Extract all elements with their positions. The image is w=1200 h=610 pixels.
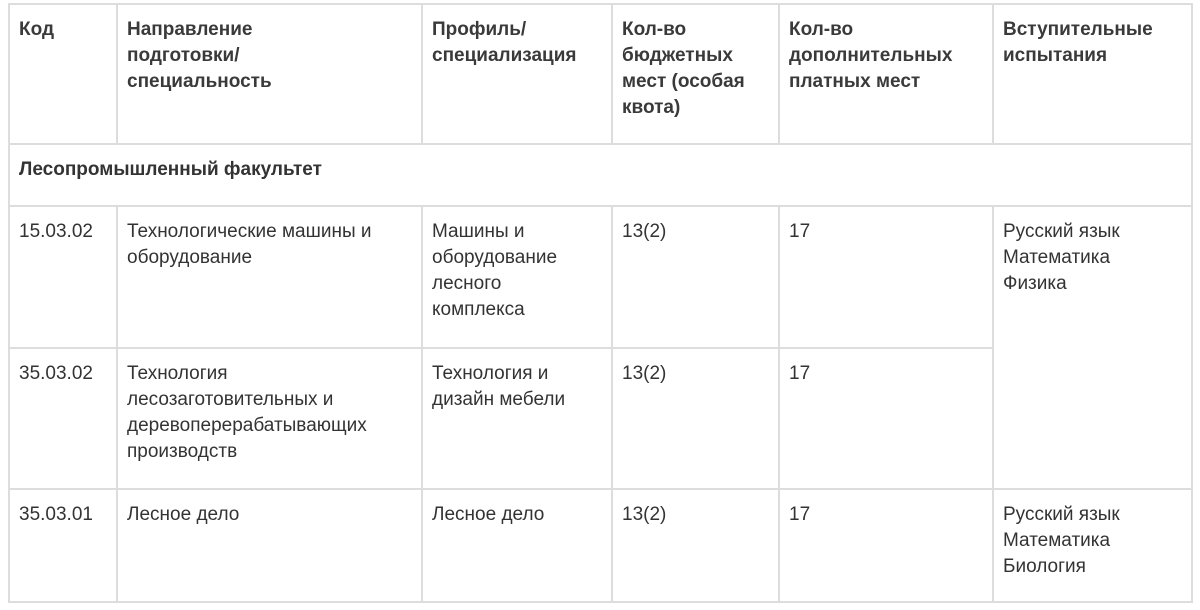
table-row: 15.03.02 Технологические машины и оборуд… (8, 205, 1193, 490)
entrance-exams: Русский язык Математика Физика (992, 205, 1193, 490)
entrance-exams: Русский язык Математика Биология (992, 488, 1193, 603)
profile: Машины и оборудование лесного комплекса (421, 205, 613, 349)
exam: Математика (1003, 530, 1111, 551)
exam: Русский язык (1003, 504, 1120, 525)
header-direction: Направление подготовки/ специальность (116, 3, 423, 145)
budget-places: 13(2) (611, 205, 780, 349)
faculty-row: Лесопромышленный факультет (8, 143, 1193, 207)
code: 35.03.01 (8, 488, 118, 603)
header-code: Код (8, 3, 118, 145)
header-budget: Кол-во бюджетных мест (особая квота) (611, 3, 780, 145)
code: 15.03.02 (8, 205, 118, 349)
header-paid: Кол-во дополнительных платных мест (778, 3, 994, 145)
header-exams: Вступительные испытания (992, 3, 1193, 145)
direction: Лесное дело (116, 488, 423, 603)
header-profile: Профиль/ специализация (421, 3, 613, 145)
faculty-name: Лесопромышленный факультет (8, 143, 1193, 207)
budget-places: 13(2) (611, 488, 780, 603)
exam: Русский язык (1003, 221, 1120, 242)
paid-places: 17 (778, 347, 994, 490)
profile: Лесное дело (421, 488, 613, 603)
paid-places: 17 (778, 488, 994, 603)
profile: Технология и дизайн мебели (421, 347, 613, 490)
exam: Биология (1003, 556, 1086, 577)
paid-places: 17 (778, 205, 994, 349)
direction: Технологические машины и оборудование (116, 205, 423, 349)
table-row: 35.03.01 Лесное дело Лесное дело 13(2) 1… (8, 488, 1193, 603)
budget-places: 13(2) (611, 347, 780, 490)
exam: Физика (1003, 273, 1067, 294)
table-row: 35.03.02 Технология лесозаготовительных … (8, 347, 1192, 490)
header-row: Код Направление подготовки/ специальност… (8, 3, 1193, 145)
admissions-table: Код Направление подготовки/ специальност… (8, 3, 1193, 603)
exam: Математика (1003, 247, 1111, 268)
direction: Технология лесозаготовительных и деревоп… (116, 347, 423, 490)
code: 35.03.02 (8, 347, 118, 490)
